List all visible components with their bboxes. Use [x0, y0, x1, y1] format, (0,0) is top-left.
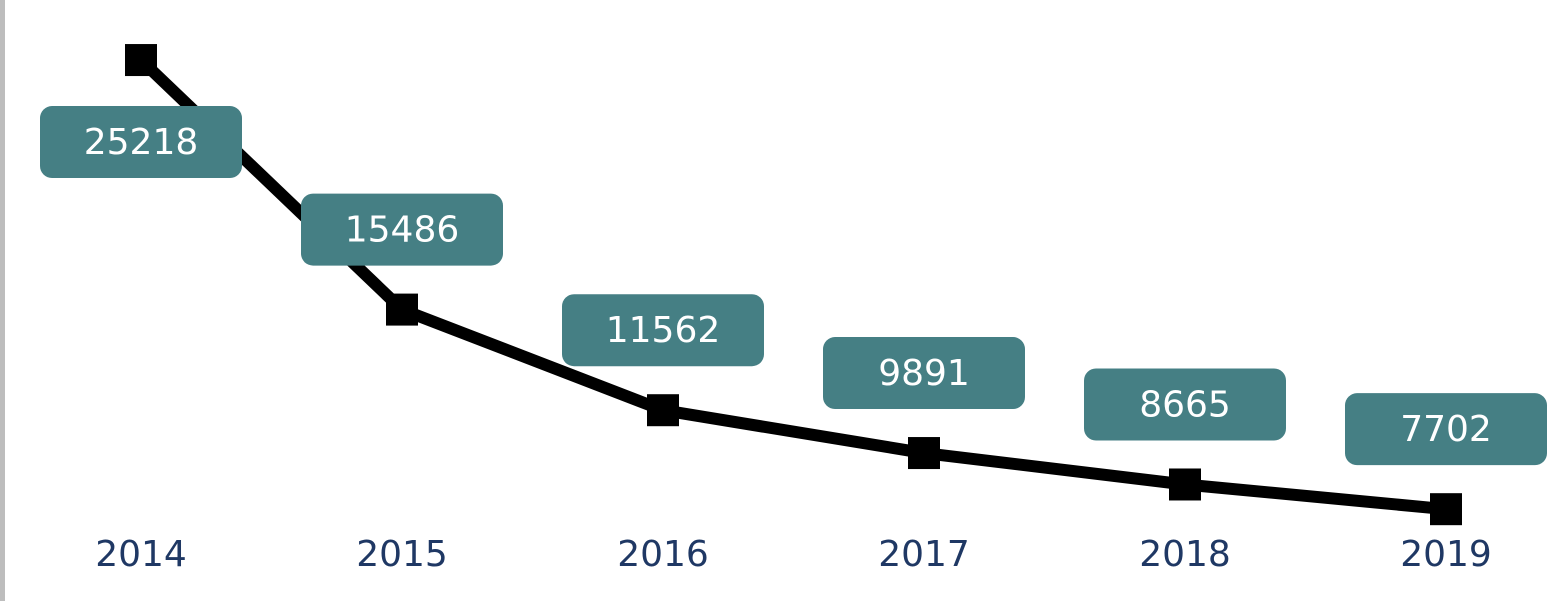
- data-label-box: [823, 337, 1025, 410]
- x-tick-label: 2019: [1400, 534, 1492, 575]
- left-border: [0, 0, 5, 601]
- x-tick-label: 2016: [617, 534, 709, 575]
- data-label-box: [1345, 393, 1547, 466]
- data-label-box: [40, 106, 242, 179]
- marker: [386, 293, 418, 326]
- x-tick-label: 2018: [1139, 534, 1231, 575]
- x-tick-label: 2014: [95, 534, 187, 575]
- data-label: 7702: [1400, 409, 1492, 450]
- data-label-box: [1084, 368, 1286, 441]
- data-label: 11562: [606, 310, 721, 351]
- data-label: 25218: [84, 122, 199, 163]
- data-label: 8665: [1139, 384, 1231, 425]
- x-tick-label: 2015: [356, 534, 448, 575]
- marker: [647, 394, 679, 427]
- marker: [1430, 493, 1462, 526]
- data-label-box: [301, 193, 503, 266]
- marker: [1169, 468, 1201, 501]
- series-line: [136, 55, 1447, 516]
- data-label-box: [562, 294, 764, 367]
- data-label: 15486: [345, 210, 460, 251]
- x-tick-label: 2017: [878, 534, 970, 575]
- marker: [125, 44, 157, 77]
- data-label: 9891: [878, 353, 970, 394]
- marker: [908, 437, 940, 470]
